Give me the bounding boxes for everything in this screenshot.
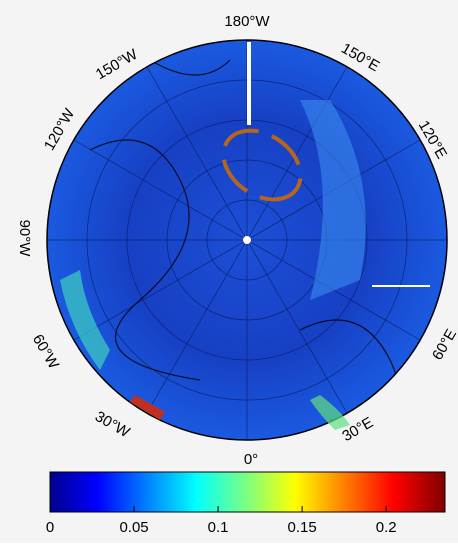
lon-label: 0°: [244, 451, 258, 468]
colorbar-tick-label: 0: [46, 519, 54, 536]
lon-label: 180°W: [224, 13, 270, 30]
colorbar-tick-label: 0.1: [208, 519, 229, 536]
polar-field: [46, 39, 448, 441]
lon-label: 90°W: [16, 220, 33, 258]
colorbar-tick-label: 0.2: [376, 519, 397, 536]
colorbar: [49, 471, 446, 513]
colorbar-tick-label: 0.05: [119, 519, 148, 536]
colorbar-tick-label: 0.15: [288, 519, 317, 536]
